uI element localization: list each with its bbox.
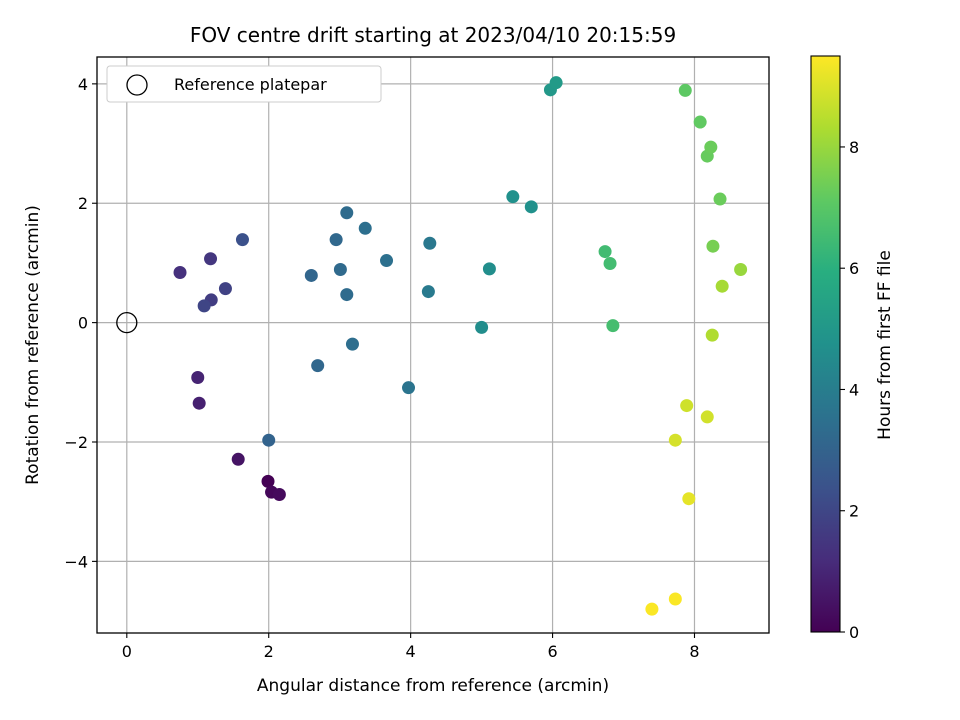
data-point [706,239,720,253]
y-tick-label: 4 [78,75,88,94]
data-point [680,399,694,413]
colorbar-tick-label: 2 [849,502,859,521]
colorbar-ticks: 0 2 4 6 8 [840,138,859,642]
legend-box [106,65,382,103]
colorbar-tick-label: 8 [849,138,859,157]
data-point [173,265,187,279]
data-point [705,328,719,342]
colorbar-tick-label: 6 [849,259,859,278]
data-point [261,474,275,488]
data-point [475,320,489,334]
data-point [380,254,394,268]
colorbar: 0 2 4 6 8 Hours from first FF file [810,55,895,642]
plot-frame [96,56,770,634]
data-point [340,206,354,220]
data-point [192,396,206,410]
axis-ticks: 0 2 4 6 8 −4 −2 0 2 4 [64,75,699,661]
data-point [262,433,276,447]
x-axis-title: Angular distance from reference (arcmin) [257,676,609,696]
y-tick-label: −4 [64,552,88,571]
data-point [235,233,249,247]
x-tick-label: 8 [689,642,699,661]
data-point [358,221,372,235]
data-point [345,337,359,351]
data-point [645,602,659,616]
colorbar-tick-label: 0 [849,623,859,642]
legend: Reference platepar [106,65,382,103]
data-point [204,252,218,266]
data-point [682,492,696,506]
data-point [668,592,682,606]
legend-reference-marker [126,74,148,96]
y-axis-title: Rotation from reference (arcmin) [23,205,43,485]
data-point [603,257,617,271]
data-point [606,319,620,333]
data-point [715,279,729,293]
data-point [329,233,343,247]
colorbar-title: Hours from first FF file [875,250,895,440]
data-point [333,262,347,276]
y-tick-label: −2 [64,433,88,452]
x-tick-label: 0 [122,642,132,661]
data-point [549,76,563,90]
data-point [598,245,612,259]
data-point [197,299,211,313]
x-tick-label: 4 [406,642,416,661]
data-point [421,285,435,299]
data-point [713,192,727,206]
chart-title: FOV centre drift starting at 2023/04/10 … [190,23,676,47]
data-point [311,359,325,373]
data-point [340,288,354,302]
data-point [272,488,286,502]
x-tick-label: 2 [264,642,274,661]
data-point [482,262,496,276]
data-point [231,452,245,466]
data-point [668,433,682,447]
data-point [693,115,707,129]
data-point [218,282,232,296]
x-tick-label: 6 [547,642,557,661]
data-point [734,262,748,276]
colorbar-gradient [811,56,840,632]
data-point [700,410,714,424]
data-point [524,200,538,214]
colorbar-tick-label: 4 [849,380,859,399]
colorbar-frame [810,55,841,633]
grid-lines [97,57,769,633]
reference-platepar-marker [116,311,138,334]
legend-label: Reference platepar [174,75,327,94]
data-point [423,236,437,250]
data-point [304,268,318,282]
data-point [191,371,205,385]
y-tick-label: 2 [78,194,88,213]
y-tick-label: 0 [78,314,88,333]
data-point [506,190,520,204]
data-point [402,381,416,395]
data-point [704,140,718,154]
data-points [116,76,748,616]
data-point [678,83,692,97]
